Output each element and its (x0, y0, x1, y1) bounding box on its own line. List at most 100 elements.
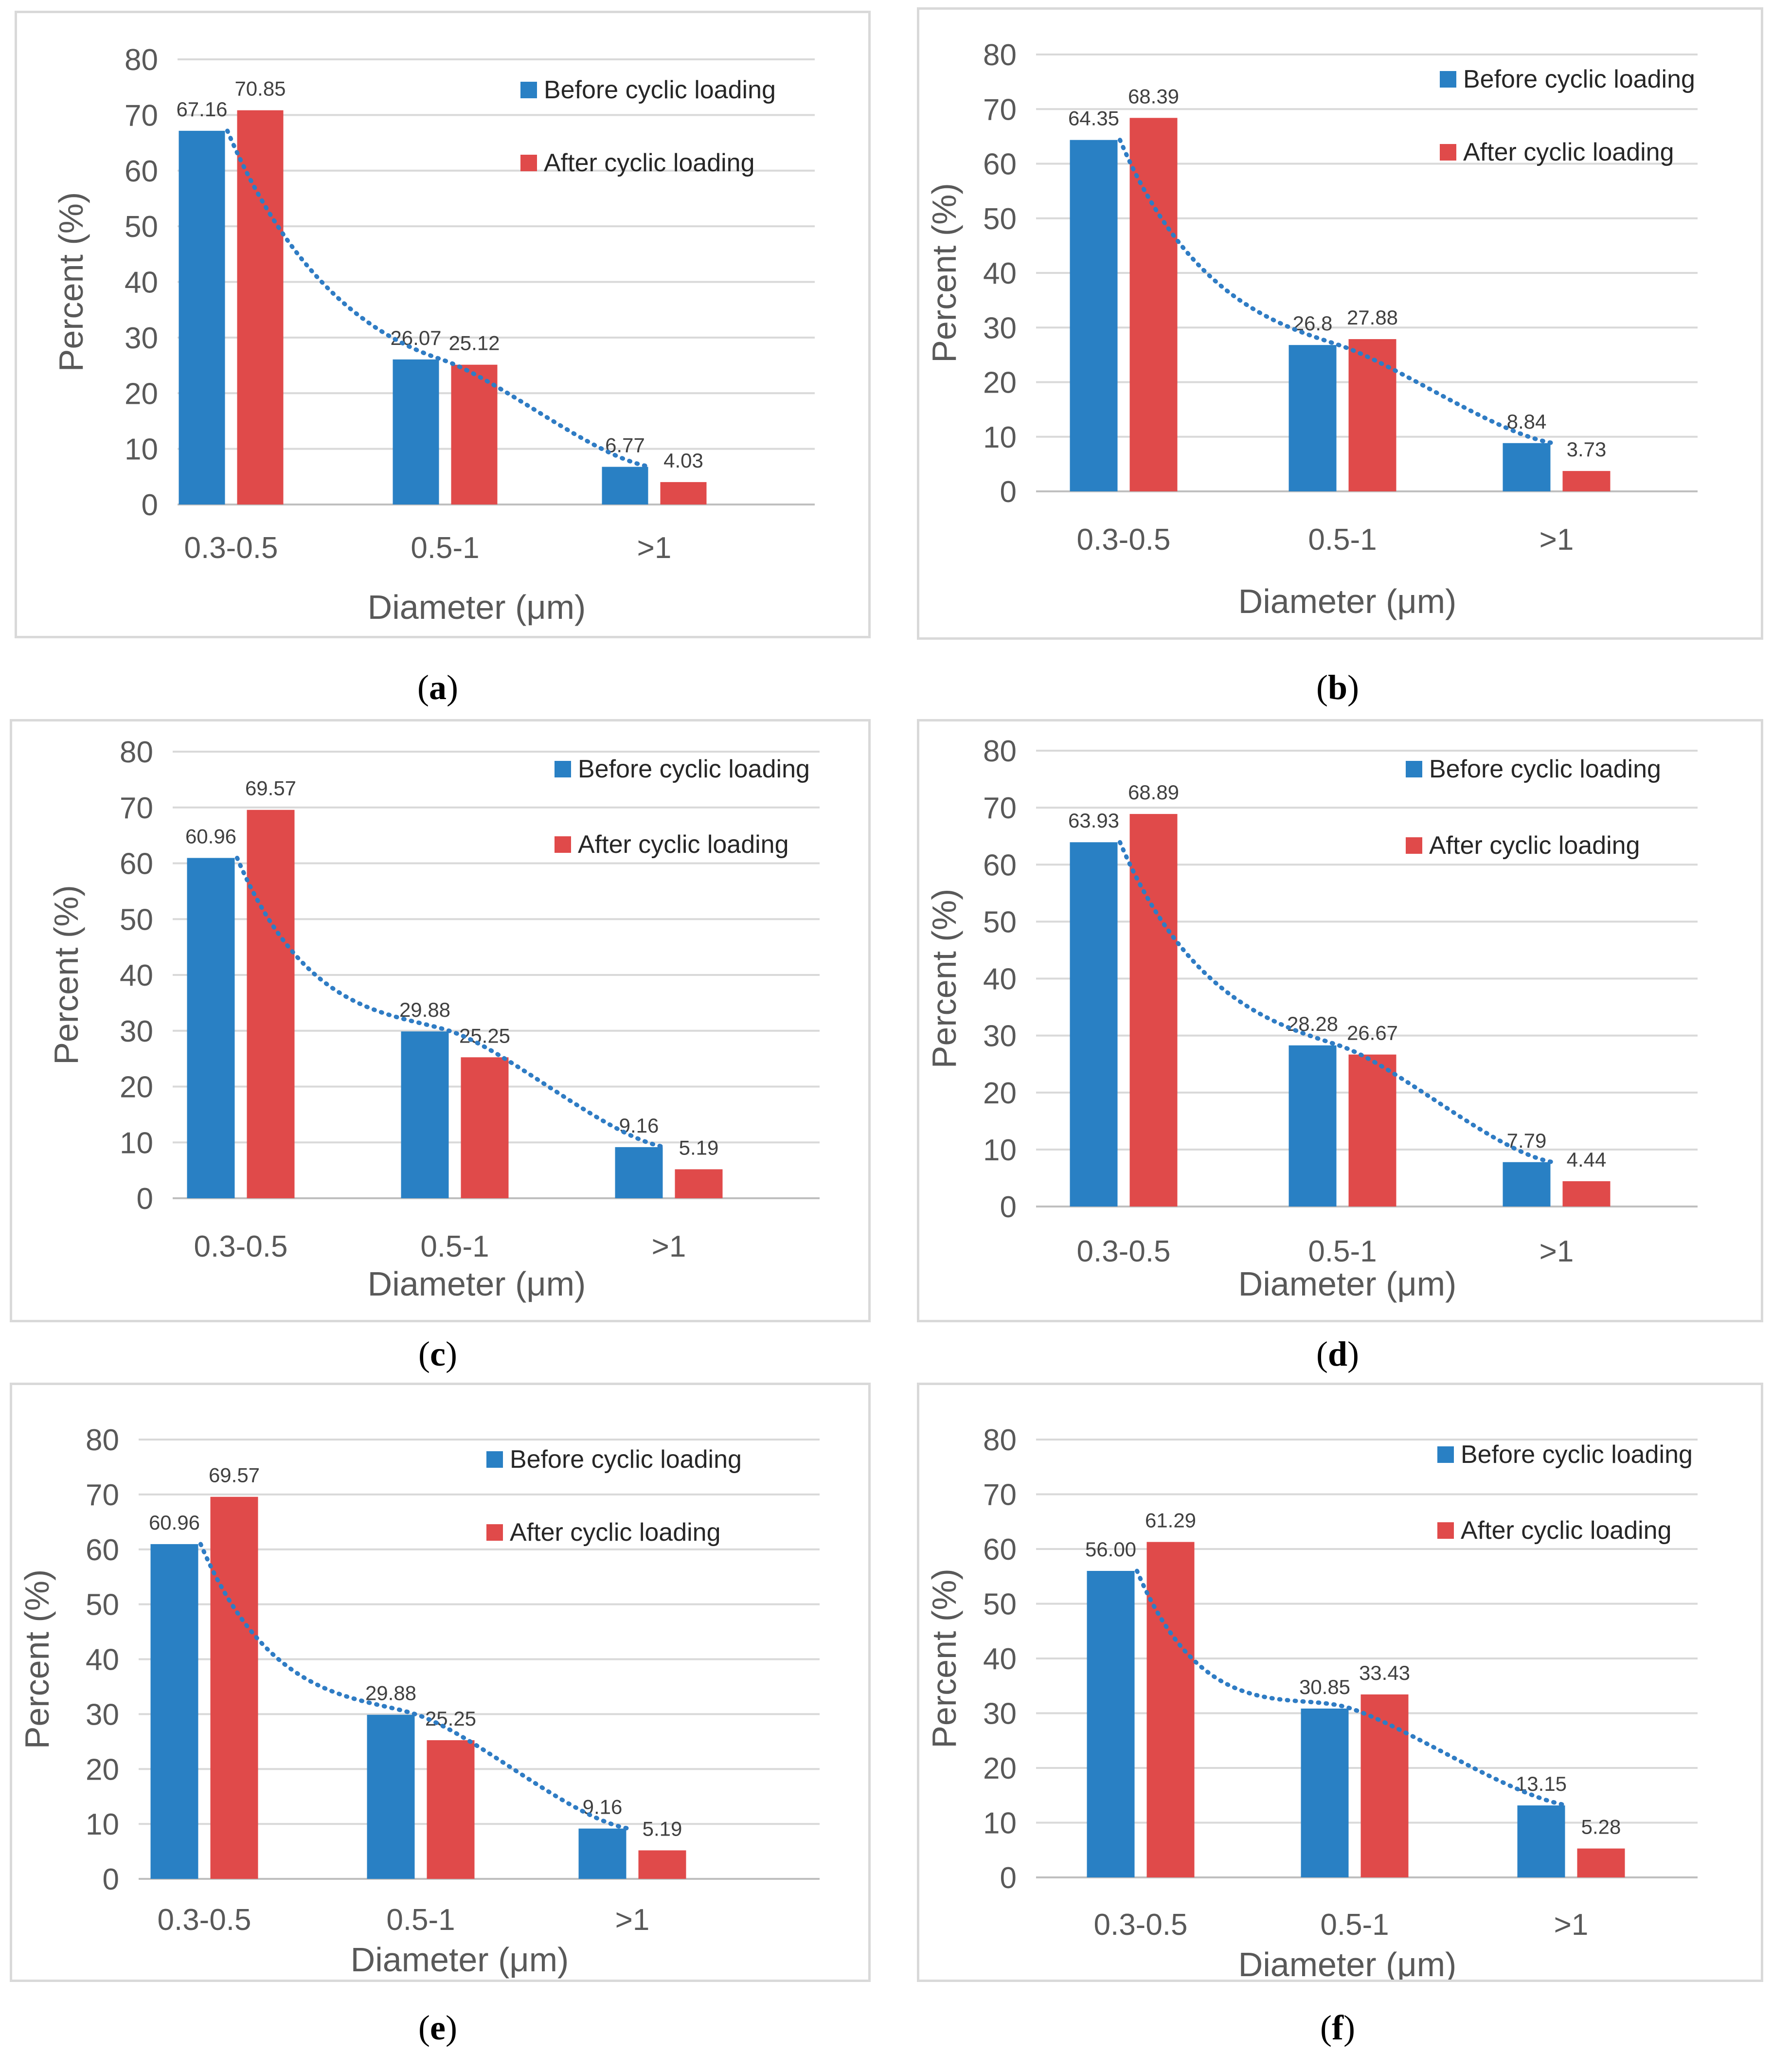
y-tick-label: 50 (983, 905, 1017, 939)
x-tick-label: >1 (637, 531, 672, 565)
y-tick-label: 20 (120, 1071, 153, 1104)
bar-after (660, 482, 707, 504)
caption-c: (c) (418, 1334, 457, 1373)
data-label: 5.19 (643, 1817, 682, 1840)
bar-before (393, 359, 439, 504)
x-tick-label: >1 (1554, 1908, 1589, 1942)
bar-after (461, 1057, 509, 1198)
data-label: 29.88 (399, 998, 450, 1021)
y-tick-label: 10 (983, 421, 1017, 454)
bar-before (1070, 140, 1118, 491)
y-tick-label: 60 (120, 847, 153, 881)
bar-after (427, 1740, 475, 1879)
x-axis-title: Diameter (μm) (368, 1265, 586, 1303)
bar-after (1348, 339, 1396, 491)
y-tick-label: 70 (983, 93, 1017, 126)
y-tick-label: 10 (983, 1807, 1017, 1840)
data-label: 30.85 (1299, 1676, 1350, 1698)
chart-svg-d: 0 10 20 30 40 50 60 70 80 Percent (%) Diameter (μm… (925, 735, 1698, 1303)
y-tick-label: 20 (125, 377, 158, 411)
y-tick-label: 0 (137, 1182, 153, 1216)
caption-b: (b) (1316, 668, 1359, 707)
data-label: 68.39 (1128, 85, 1179, 108)
y-tick-label: 20 (983, 366, 1017, 400)
bar-before (1503, 443, 1551, 491)
y-tick-label: 60 (125, 155, 158, 188)
y-tick-label: 10 (120, 1126, 153, 1160)
y-tick-label: 10 (125, 433, 158, 467)
bar-after (638, 1850, 686, 1879)
legend-label-after: After cyclic loading (1463, 138, 1674, 166)
legend-swatch-after (1406, 837, 1422, 854)
x-axis-title: Diameter (μm) (351, 1941, 569, 1979)
data-label: 4.03 (663, 449, 703, 472)
bar-after (1562, 471, 1611, 491)
y-tick-label: 50 (983, 202, 1017, 236)
data-label: 5.19 (679, 1136, 719, 1159)
caption-e: (e) (418, 2008, 457, 2047)
caption-a: (a) (417, 668, 458, 707)
bar-after (675, 1169, 723, 1198)
y-tick-label: 70 (86, 1478, 119, 1512)
data-label: 67.16 (176, 98, 227, 121)
data-label: 25.25 (425, 1707, 476, 1730)
chart-panel-d: 0 10 20 30 40 50 60 70 80 Percent (%) Diameter (μm… (917, 719, 1763, 1322)
bar-before (1289, 345, 1337, 491)
legend-label-after: After cyclic loading (1461, 1516, 1672, 1545)
x-axis-title: Diameter (μm) (1238, 1946, 1457, 1980)
bar-before (1517, 1805, 1565, 1877)
data-label: 6.77 (605, 434, 645, 457)
y-tick-label: 80 (125, 43, 158, 77)
bar-before (187, 858, 235, 1198)
bar-after (1129, 118, 1178, 491)
chart-panel-f: 0 10 20 30 40 50 60 70 80 Percent (%) Diameter (μm… (917, 1383, 1763, 1982)
x-tick-label: >1 (615, 1903, 650, 1937)
trend-line (225, 128, 653, 469)
y-tick-label: 0 (103, 1863, 119, 1896)
bar-before (150, 1544, 198, 1879)
y-tick-label: 50 (86, 1588, 119, 1622)
data-label: 25.25 (459, 1024, 510, 1047)
data-label: 69.57 (245, 777, 296, 800)
x-axis-title: Diameter (μm) (1238, 1265, 1457, 1303)
data-label: 56.00 (1085, 1538, 1136, 1561)
chart-svg-c: 0 10 20 30 40 50 60 70 80 Percent (%) Diameter (μm… (47, 736, 820, 1303)
bar-before (615, 1147, 663, 1198)
y-tick-label: 40 (125, 266, 158, 300)
y-tick-label: 80 (983, 38, 1017, 72)
legend-swatch-before (1437, 1446, 1454, 1463)
y-tick-label: 20 (983, 1752, 1017, 1785)
chart-svg-b: 0 10 20 30 40 50 60 70 80 Percent (%) Diameter (μm… (925, 38, 1698, 620)
bar-before (367, 1714, 415, 1879)
trend-line (235, 855, 667, 1150)
legend-label-after: After cyclic loading (578, 830, 789, 859)
legend-swatch-after (555, 836, 571, 853)
y-tick-label: 80 (86, 1423, 119, 1457)
legend-label-after: After cyclic loading (510, 1518, 721, 1547)
data-label: 5.28 (1581, 1816, 1621, 1838)
data-label: 69.57 (209, 1464, 260, 1487)
data-label: 27.88 (1347, 306, 1398, 329)
x-tick-label: 0.5-1 (411, 531, 479, 565)
y-axis-title: Percent (%) (925, 1568, 963, 1748)
legend-label-before: Before cyclic loading (1429, 755, 1661, 783)
x-tick-label: 0.3-0.5 (184, 531, 278, 565)
legend-swatch-before (1406, 761, 1422, 777)
y-tick-label: 70 (983, 1478, 1017, 1512)
caption-d: (d) (1316, 1334, 1359, 1373)
data-label: 68.89 (1128, 781, 1179, 804)
bar-before (578, 1828, 626, 1879)
y-tick-label: 30 (983, 311, 1017, 345)
y-tick-label: 70 (983, 792, 1017, 825)
chart-panel-a: 0 10 20 30 40 50 60 70 80 Percent (%) Diameter (μm… (15, 11, 871, 638)
data-label: 26.67 (1347, 1022, 1398, 1045)
y-tick-label: 80 (983, 1423, 1017, 1457)
chart-panel-e: 0 10 20 30 40 50 60 70 80 Percent (%) Diameter (μm… (10, 1383, 871, 1982)
data-label: 70.85 (234, 77, 286, 100)
y-tick-label: 0 (1000, 1190, 1017, 1224)
x-tick-label: 0.3-0.5 (1093, 1908, 1187, 1942)
legend-swatch-after (1440, 144, 1456, 161)
bar-before (1070, 842, 1118, 1207)
y-tick-label: 60 (983, 848, 1017, 882)
bar-after (1129, 814, 1178, 1207)
